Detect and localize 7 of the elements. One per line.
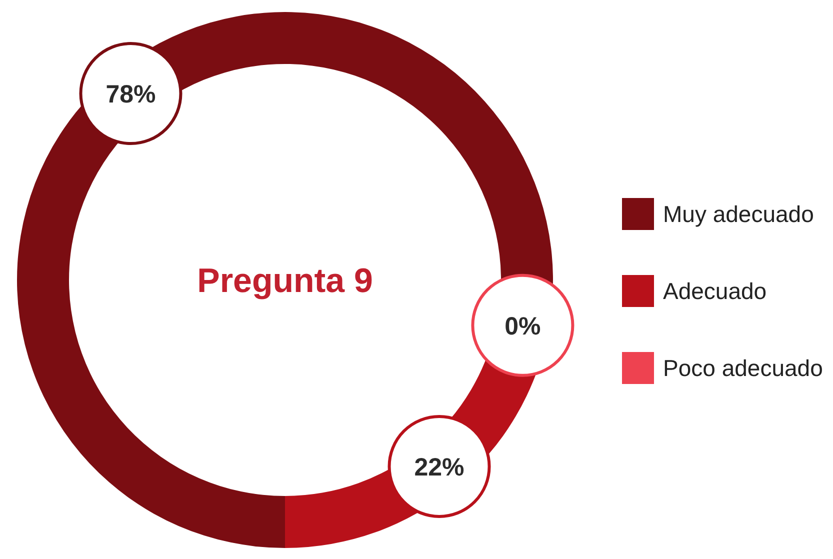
legend-label: Adecuado [663, 278, 767, 304]
text: Pregunta 9 [197, 262, 373, 300]
legend-label: Muy adecuado [663, 201, 814, 228]
data-label: 22% [414, 453, 464, 482]
legend-label: Poco adecuado [663, 355, 823, 382]
text: 0% [504, 312, 541, 340]
data-label: 78% [106, 80, 156, 109]
